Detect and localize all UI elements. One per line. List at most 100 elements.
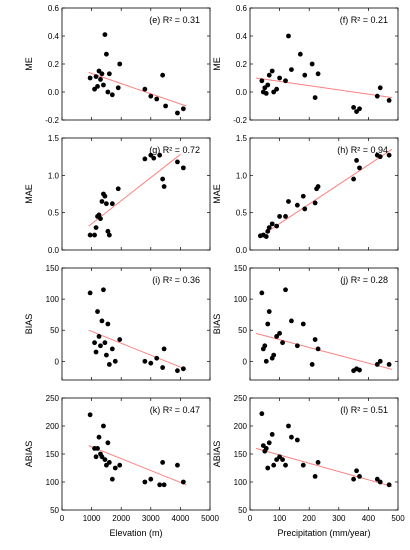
data-point [274, 223, 280, 229]
data-point [96, 434, 102, 440]
data-point [262, 343, 268, 349]
data-point [87, 412, 93, 418]
data-point [106, 71, 112, 77]
y-tick-label: 0.2 [48, 60, 60, 69]
y-axis-label: BIAS [24, 314, 34, 335]
panel-annotation: (e) R² = 0.31 [149, 15, 200, 25]
panel-f: -0.2 0.0 0.2 0.4 0.6 ME (f) R² = 0.21 [212, 4, 399, 125]
data-point [163, 103, 169, 109]
data-point [315, 346, 321, 352]
data-point [277, 214, 282, 219]
data-point [280, 340, 285, 346]
data-point [357, 474, 362, 479]
x-tick-label: 2000 [112, 514, 130, 523]
data-point [263, 91, 269, 96]
y-tick-label: 0.0 [48, 88, 60, 97]
data-point [315, 460, 321, 465]
data-point [148, 360, 154, 366]
data-point [297, 51, 303, 57]
data-point [142, 479, 148, 485]
data-point [374, 362, 380, 367]
plot-frame [61, 137, 211, 251]
data-point [117, 337, 123, 342]
data-point [102, 193, 108, 199]
data-point [102, 457, 108, 462]
data-point [302, 206, 308, 212]
data-point [280, 457, 285, 462]
x-axis-label: Elevation (m) [109, 528, 162, 538]
data-point [289, 318, 294, 324]
plot-frame [61, 267, 211, 381]
data-point [106, 232, 112, 238]
data-point [161, 184, 167, 189]
y-tick-label: -0.2 [45, 116, 59, 125]
data-point [351, 476, 356, 482]
y-axis-label: BIAS [212, 314, 222, 335]
data-point [277, 75, 282, 81]
y-tick-label: 0.2 [236, 60, 248, 69]
x-tick-label: 200 [303, 514, 317, 523]
panel-annotation: (l) R² = 0.51 [340, 405, 388, 415]
data-point [263, 234, 269, 239]
panel-k: 50 100 150 200 250 0 1000 2000 3000 4000 5000 ABIAS… [24, 394, 219, 538]
data-point [266, 225, 272, 231]
panel-j: 0 50 100 150 BIAS (j) R² = 0.28 [212, 264, 399, 381]
data-point [92, 340, 97, 346]
y-tick-label: -0.2 [233, 116, 247, 125]
x-tick-label: 4000 [172, 514, 190, 523]
data-point [263, 446, 269, 451]
data-point [102, 32, 108, 37]
data-point [161, 482, 167, 488]
data-point [259, 411, 265, 417]
data-point [112, 465, 118, 471]
data-point [101, 423, 106, 429]
data-point [95, 84, 100, 89]
data-point [354, 158, 359, 163]
data-point [294, 437, 300, 443]
data-point [148, 93, 154, 99]
data-point [312, 95, 318, 100]
data-point [294, 343, 300, 349]
data-point [117, 61, 123, 67]
y-tick-label: 0.4 [236, 32, 248, 41]
data-point [117, 462, 123, 468]
data-point [104, 201, 109, 207]
y-tick-label: 0.5 [236, 209, 248, 218]
data-point [351, 176, 356, 182]
data-point [271, 352, 277, 358]
y-tick-label: 250 [46, 394, 60, 403]
data-point [266, 440, 272, 446]
panel-annotation: (k) R² = 0.47 [150, 405, 200, 415]
data-point [274, 334, 280, 339]
data-point [286, 199, 291, 204]
y-tick-label: 150 [46, 450, 60, 459]
y-tick-label: 50 [238, 326, 247, 335]
data-point [161, 346, 167, 352]
y-tick-label: 150 [234, 450, 248, 459]
data-point [309, 61, 315, 67]
data-point [286, 33, 291, 39]
panel-h: 0.0 0.5 1.0 1.5 MAE (h) R² = 0.94 [212, 134, 399, 255]
data-point [377, 358, 383, 364]
data-point [286, 423, 291, 429]
data-point [96, 334, 102, 339]
data-point [180, 106, 186, 112]
y-tick-label: 1.0 [48, 171, 60, 180]
data-point [109, 92, 115, 98]
data-point [386, 482, 392, 488]
x-axis-label: Precipitation (mm/year) [277, 528, 370, 538]
panel-annotation: (f) R² = 0.21 [340, 15, 388, 25]
x-tick-label: 100 [273, 514, 287, 523]
y-tick-label: 100 [234, 478, 248, 487]
panel-e: -0.2 0.0 0.2 0.4 0.6 ME (e) R² = 0.31 [24, 4, 211, 125]
data-point [357, 367, 362, 373]
data-point [157, 482, 163, 488]
y-tick-label: 50 [50, 326, 59, 335]
y-tick-label: 150 [234, 264, 248, 273]
data-point [302, 72, 308, 78]
regression-line [88, 71, 187, 107]
regression-line [88, 445, 187, 486]
x-tick-label: 3000 [142, 514, 160, 523]
data-point [160, 460, 166, 465]
